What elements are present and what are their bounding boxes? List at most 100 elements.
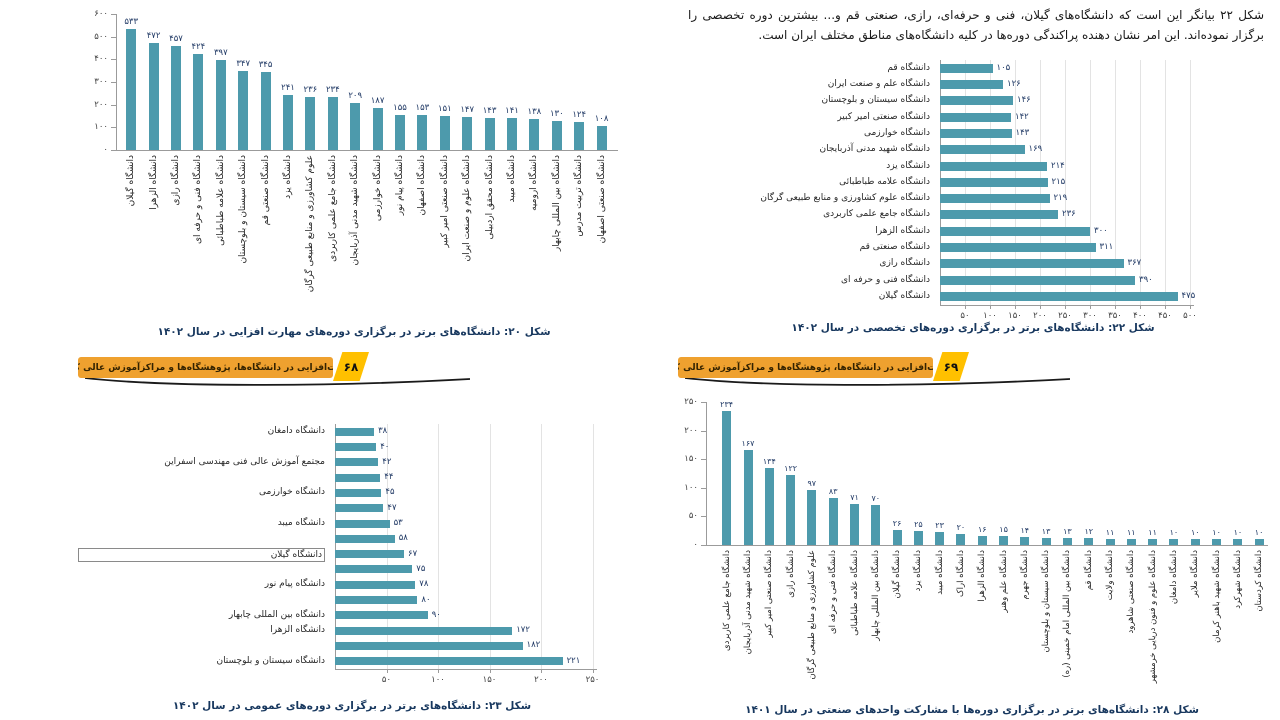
bar-value-label: ۱۴۳ [482,105,497,116]
bar-category-label: دانشگاه خوارزمی [863,127,930,138]
x-axis-line [706,545,1268,546]
bar-category-label: دانشگاه الزهرا [977,550,988,602]
bar-category-label: دانشگاه پیام نور [264,579,325,590]
bar [335,550,404,559]
bar-value-label: ۱۰۸ [594,113,609,124]
banner-title: مهارت‌افزایی در دانشگاه‌ها، پژوهشگاه‌ها … [78,357,333,378]
x-axis-tick-label: ۵۰ [381,674,392,685]
bar-category-label: دانشگاه فنی و حرفه ای [841,274,930,285]
bar-category-label: دانشگاه علوم کشاورزی و منابع طبیعی گرگان [760,193,930,204]
gridline [592,424,594,669]
bar [327,97,338,150]
y-axis-tick-label: ۰ [693,540,698,550]
bar-category-label: دانشگاه جامع علمی کاربردی [327,155,338,262]
bar [439,115,450,150]
bar-value-label: ۲۰۹ [348,90,363,101]
bar-value-label: ۲۱۵ [1051,176,1066,187]
y-axis-tick-mark [111,59,116,61]
bar-category-label: دانشگاه میبد [934,550,945,595]
bar [335,488,382,497]
bar-value-label: ۲۲۱ [566,655,581,666]
x-axis-tick-mark [541,668,542,673]
y-axis-tick-label: ۵۰ [688,511,698,522]
bar-value-label: ۷۸ [419,579,429,590]
bar-value-label: ۲۶ [892,519,902,529]
gridline [1140,60,1141,305]
y-axis-tick-mark [111,36,116,38]
bar-value-label: ۴۵۷ [169,34,183,45]
bar-value-label: ۲۳۴ [325,85,340,95]
x-axis-tick-label: ۲۰۰ [1033,310,1047,321]
bar-value-label: ۸۳ [828,486,838,496]
y-axis-tick-label: ۶۰۰ [94,9,108,19]
bar [335,565,413,574]
bar-value-label: ۱۸۷ [370,95,385,106]
bar-value-label: ۳۸ [378,426,388,437]
x-axis-tick-label: ۱۵۰ [1008,310,1022,321]
bar [940,243,1096,252]
bar-category-label: دانشگاه علامه طباطبائی [215,155,226,246]
bar [148,43,159,150]
figure28-caption: شکل ۲۸: دانشگاه‌های برتر در برگزاری دوره… [745,704,1199,716]
figure20-skill-courses-chart: ۶۰۰ ۵۰۰ ۴۰۰ ۳۰۰ ۲۰۰ ۱۰۰ ۰ ۵۳۳ دانشگاه گیلان ۴۷۲ دا… [78,4,630,350]
bar [350,102,361,150]
gridline [1165,60,1166,305]
bar-value-label: ۳۶۷ [1127,258,1142,269]
bar-category-label: دانشگاه سیستان و بلوچستان [821,95,930,106]
bar [871,505,881,545]
bar-value-label: ۷۰ [871,494,881,503]
bar-value-label: ۵۸ [398,533,408,544]
y-axis-tick-label: ۲۰۰ [94,99,108,110]
gridline [438,424,439,669]
y-axis-tick-mark [701,516,706,518]
bar [940,291,1178,301]
bar [1084,538,1094,545]
bar-value-label: ۱۰ [1212,528,1221,538]
bar-value-label: ۴۷۲ [146,31,161,41]
y-axis-tick-label: ۳۰۰ [94,77,108,87]
bar-value-label: ۲۳۶ [303,84,318,95]
figure22-specialized-courses-chart: ۵۰ ۱۰۰ ۱۵۰ ۲۰۰ ۲۵۰ ۳۰۰ ۳۵۰ ۴۰۰ ۴۵۰ ۵۰۰ دانشگاه قم ۱… [683,56,1263,342]
bar [977,535,987,545]
y-axis-tick-mark [701,487,706,489]
bar-category-label: دانشگاه فنی و حرفه ای [193,155,204,244]
bar-value-label: ۳۱۱ [1099,242,1114,252]
bar [892,530,902,545]
bar-category-label: دانشگاه علامه طباطبائی [839,176,930,187]
gridline [1190,60,1191,305]
bar-category-label: دانشگاه علامه طباطبائی [849,550,860,636]
bar-value-label: ۱۸۲ [526,640,541,651]
bar-category-label: دانشگاه الزهرا [148,155,159,210]
bar [940,96,1013,106]
bar [935,531,945,545]
bar-value-label: ۱۰ [1169,528,1179,538]
bar [743,449,753,545]
bar-value-label: ۲۵ [914,519,923,529]
bar [940,177,1048,187]
bar-value-label: ۱۰ [1254,528,1264,538]
bar [395,114,405,150]
bar-value-label: ۹۰ [431,609,441,620]
bar-category-label: دانشگاه پیام نور [395,155,405,216]
bar [126,29,137,150]
bar-category-label: دانشگاه محقق اردبیلی [484,155,495,240]
x-axis-tick-mark [1140,304,1141,309]
bar-value-label: ۹۷ [807,478,817,488]
bar-category-label: دانشگاه الزهرا [270,625,325,636]
bar-category-label: دانشگاه بین المللی چابهار [551,155,562,252]
bar-category-label: دانشگاه جامع علمی کاربردی [823,209,930,220]
x-axis-tick-label: ۲۵۰ [1058,310,1072,321]
y-axis-tick-mark [701,430,706,432]
bar-value-label: ۲۴۱ [281,83,295,94]
bar-value-label: ۲۳۴ [720,400,734,410]
bar-category-label: دانشگاه یزد [886,160,930,171]
y-axis-tick-label: ۲۵۰ [684,397,698,407]
bar [283,95,293,150]
bar-value-label: ۱۳۸ [527,106,542,117]
bar [940,161,1047,171]
bar [238,71,249,150]
bar [940,145,1025,155]
bar-value-label: ۴۴ [384,472,394,483]
bar-value-label: ۱۳۰ [549,108,564,119]
figure20-caption: شکل ۲۰: دانشگاه‌های برتر در برگزاری دوره… [157,326,551,338]
